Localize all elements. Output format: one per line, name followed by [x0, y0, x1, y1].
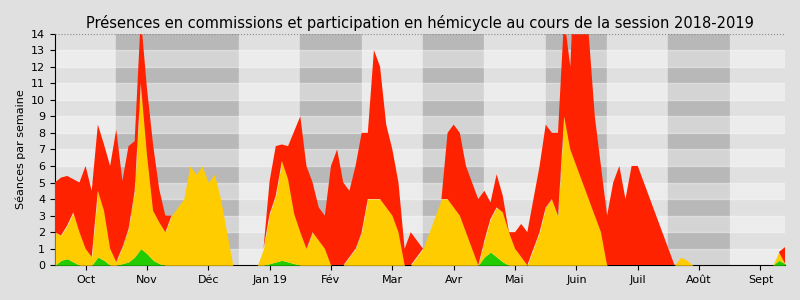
Bar — [300, 34, 362, 265]
Bar — [116, 34, 178, 265]
Bar — [55, 249, 785, 265]
Bar — [55, 216, 785, 232]
Bar — [178, 34, 239, 265]
Bar — [484, 34, 546, 265]
Bar — [55, 50, 785, 67]
Y-axis label: Séances par semaine: Séances par semaine — [15, 89, 26, 209]
Bar — [55, 182, 785, 199]
Bar — [239, 34, 300, 265]
Bar — [730, 34, 791, 265]
Bar — [669, 34, 730, 265]
Bar — [607, 34, 669, 265]
Bar — [55, 149, 785, 166]
Bar — [55, 34, 116, 265]
Bar — [55, 83, 785, 100]
Bar — [362, 34, 423, 265]
Title: Présences en commissions et participation en hémicycle au cours de la session 20: Présences en commissions et participatio… — [86, 15, 754, 31]
Bar — [423, 34, 484, 265]
Bar — [55, 116, 785, 133]
Bar — [546, 34, 607, 265]
